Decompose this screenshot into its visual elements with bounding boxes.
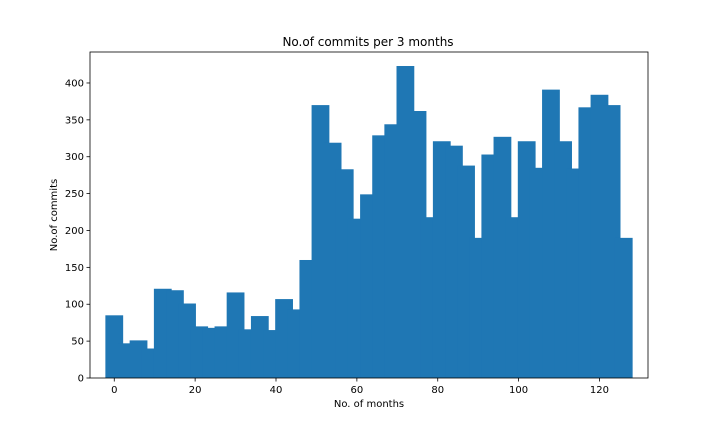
x-tick-label: 100 (509, 385, 528, 396)
x-axis-ticks: 0 20 40 60 80 100 120 (111, 378, 609, 396)
bar-series (105, 66, 633, 379)
y-tick-label: 100 (65, 300, 84, 311)
y-tick-label: 250 (65, 189, 84, 200)
y-tick-label: 50 (71, 337, 84, 348)
x-tick-label: 0 (111, 385, 117, 396)
x-tick-label: 80 (431, 385, 444, 396)
y-tick-label: 200 (65, 226, 84, 237)
y-tick-label: 0 (78, 374, 84, 385)
y-tick-label: 150 (65, 263, 84, 274)
y-axis-label: No.of commits (49, 179, 60, 251)
x-tick-label: 60 (351, 385, 364, 396)
x-tick-label: 20 (189, 385, 202, 396)
plot-frame (89, 51, 649, 379)
x-tick-label: 40 (270, 385, 283, 396)
chart-title: No.of commits per 3 months (282, 35, 453, 49)
y-tick-label: 350 (65, 115, 84, 126)
y-tick-label: 300 (65, 152, 84, 163)
x-tick-label: 120 (590, 385, 609, 396)
bar (614, 237, 633, 378)
y-tick-label: 400 (65, 78, 84, 89)
y-axis-ticks: 0 50 100 150 200 250 300 350 400 (65, 78, 90, 385)
x-axis-label: No. of months (334, 399, 404, 410)
